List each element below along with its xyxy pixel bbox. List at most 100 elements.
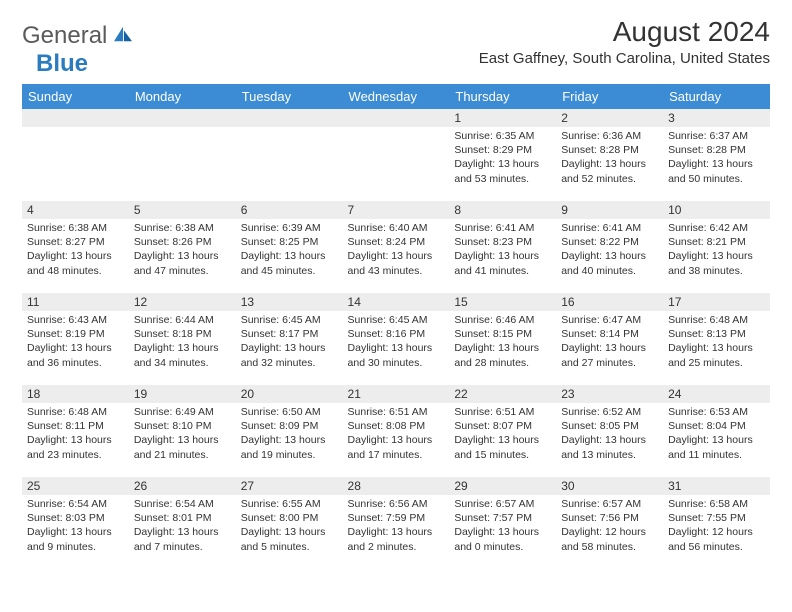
sunset-text: Sunset: 8:29 PM xyxy=(454,143,551,157)
table-row: 4Sunrise: 6:38 AMSunset: 8:27 PMDaylight… xyxy=(22,201,770,293)
sunset-text: Sunset: 8:18 PM xyxy=(134,327,231,341)
calendar-cell: 2Sunrise: 6:36 AMSunset: 8:28 PMDaylight… xyxy=(556,109,663,201)
sunset-text: Sunset: 8:05 PM xyxy=(561,419,658,433)
daylight-text: Daylight: 13 hours and 2 minutes. xyxy=(348,525,445,553)
daynum: 15 xyxy=(449,293,556,311)
calendar-cell: 6Sunrise: 6:39 AMSunset: 8:25 PMDaylight… xyxy=(236,201,343,293)
daynum: 29 xyxy=(449,477,556,495)
day-info: Sunrise: 6:48 AMSunset: 8:13 PMDaylight:… xyxy=(663,311,770,372)
daylight-text: Daylight: 13 hours and 25 minutes. xyxy=(668,341,765,369)
daynum-empty xyxy=(129,109,236,127)
daynum: 12 xyxy=(129,293,236,311)
daylight-text: Daylight: 12 hours and 58 minutes. xyxy=(561,525,658,553)
sunset-text: Sunset: 8:09 PM xyxy=(241,419,338,433)
day-header: Friday xyxy=(556,84,663,109)
day-info: Sunrise: 6:47 AMSunset: 8:14 PMDaylight:… xyxy=(556,311,663,372)
daylight-text: Daylight: 13 hours and 23 minutes. xyxy=(27,433,124,461)
sail-icon xyxy=(112,25,134,43)
sunrise-text: Sunrise: 6:57 AM xyxy=(454,497,551,511)
sunset-text: Sunset: 8:23 PM xyxy=(454,235,551,249)
daynum: 27 xyxy=(236,477,343,495)
daynum-empty xyxy=(236,109,343,127)
daylight-text: Daylight: 13 hours and 36 minutes. xyxy=(27,341,124,369)
table-row: 18Sunrise: 6:48 AMSunset: 8:11 PMDayligh… xyxy=(22,385,770,477)
day-header: Thursday xyxy=(449,84,556,109)
header: General Blue August 2024 East Gaffney, S… xyxy=(22,16,770,78)
sunset-text: Sunset: 7:59 PM xyxy=(348,511,445,525)
day-info: Sunrise: 6:54 AMSunset: 8:03 PMDaylight:… xyxy=(22,495,129,556)
sunrise-text: Sunrise: 6:52 AM xyxy=(561,405,658,419)
calendar-cell: 1Sunrise: 6:35 AMSunset: 8:29 PMDaylight… xyxy=(449,109,556,201)
daylight-text: Daylight: 13 hours and 15 minutes. xyxy=(454,433,551,461)
sunset-text: Sunset: 8:04 PM xyxy=(668,419,765,433)
day-info: Sunrise: 6:45 AMSunset: 8:16 PMDaylight:… xyxy=(343,311,450,372)
day-info: Sunrise: 6:51 AMSunset: 8:08 PMDaylight:… xyxy=(343,403,450,464)
day-info: Sunrise: 6:52 AMSunset: 8:05 PMDaylight:… xyxy=(556,403,663,464)
sunset-text: Sunset: 8:01 PM xyxy=(134,511,231,525)
day-info: Sunrise: 6:38 AMSunset: 8:27 PMDaylight:… xyxy=(22,219,129,280)
calendar-cell: 10Sunrise: 6:42 AMSunset: 8:21 PMDayligh… xyxy=(663,201,770,293)
sunrise-text: Sunrise: 6:45 AM xyxy=(348,313,445,327)
calendar-cell: 7Sunrise: 6:40 AMSunset: 8:24 PMDaylight… xyxy=(343,201,450,293)
calendar-cell: 31Sunrise: 6:58 AMSunset: 7:55 PMDayligh… xyxy=(663,477,770,569)
sunrise-text: Sunrise: 6:38 AM xyxy=(27,221,124,235)
day-info: Sunrise: 6:43 AMSunset: 8:19 PMDaylight:… xyxy=(22,311,129,372)
daylight-text: Daylight: 13 hours and 9 minutes. xyxy=(27,525,124,553)
daylight-text: Daylight: 13 hours and 30 minutes. xyxy=(348,341,445,369)
daylight-text: Daylight: 13 hours and 53 minutes. xyxy=(454,157,551,185)
calendar-cell: 14Sunrise: 6:45 AMSunset: 8:16 PMDayligh… xyxy=(343,293,450,385)
sunset-text: Sunset: 7:56 PM xyxy=(561,511,658,525)
daylight-text: Daylight: 13 hours and 21 minutes. xyxy=(134,433,231,461)
calendar-cell: 12Sunrise: 6:44 AMSunset: 8:18 PMDayligh… xyxy=(129,293,236,385)
calendar-cell: 3Sunrise: 6:37 AMSunset: 8:28 PMDaylight… xyxy=(663,109,770,201)
day-info: Sunrise: 6:46 AMSunset: 8:15 PMDaylight:… xyxy=(449,311,556,372)
calendar-table: SundayMondayTuesdayWednesdayThursdayFrid… xyxy=(22,84,770,569)
calendar-cell: 30Sunrise: 6:57 AMSunset: 7:56 PMDayligh… xyxy=(556,477,663,569)
sunset-text: Sunset: 8:28 PM xyxy=(561,143,658,157)
daylight-text: Daylight: 13 hours and 0 minutes. xyxy=(454,525,551,553)
sunrise-text: Sunrise: 6:51 AM xyxy=(348,405,445,419)
calendar-cell: 29Sunrise: 6:57 AMSunset: 7:57 PMDayligh… xyxy=(449,477,556,569)
day-info: Sunrise: 6:58 AMSunset: 7:55 PMDaylight:… xyxy=(663,495,770,556)
calendar-cell: 23Sunrise: 6:52 AMSunset: 8:05 PMDayligh… xyxy=(556,385,663,477)
sunset-text: Sunset: 8:03 PM xyxy=(27,511,124,525)
daynum: 13 xyxy=(236,293,343,311)
sunset-text: Sunset: 8:15 PM xyxy=(454,327,551,341)
sunrise-text: Sunrise: 6:48 AM xyxy=(668,313,765,327)
daynum: 6 xyxy=(236,201,343,219)
daylight-text: Daylight: 13 hours and 41 minutes. xyxy=(454,249,551,277)
daylight-text: Daylight: 13 hours and 52 minutes. xyxy=(561,157,658,185)
daylight-text: Daylight: 13 hours and 28 minutes. xyxy=(454,341,551,369)
sunrise-text: Sunrise: 6:58 AM xyxy=(668,497,765,511)
day-info: Sunrise: 6:53 AMSunset: 8:04 PMDaylight:… xyxy=(663,403,770,464)
daylight-text: Daylight: 13 hours and 17 minutes. xyxy=(348,433,445,461)
day-info: Sunrise: 6:41 AMSunset: 8:22 PMDaylight:… xyxy=(556,219,663,280)
daylight-text: Daylight: 12 hours and 56 minutes. xyxy=(668,525,765,553)
day-header: Wednesday xyxy=(343,84,450,109)
day-info: Sunrise: 6:49 AMSunset: 8:10 PMDaylight:… xyxy=(129,403,236,464)
calendar-cell: 13Sunrise: 6:45 AMSunset: 8:17 PMDayligh… xyxy=(236,293,343,385)
daynum: 10 xyxy=(663,201,770,219)
sunrise-text: Sunrise: 6:57 AM xyxy=(561,497,658,511)
daynum: 24 xyxy=(663,385,770,403)
calendar-cell xyxy=(236,109,343,201)
daynum: 22 xyxy=(449,385,556,403)
sunset-text: Sunset: 8:16 PM xyxy=(348,327,445,341)
daylight-text: Daylight: 13 hours and 48 minutes. xyxy=(27,249,124,277)
day-info: Sunrise: 6:48 AMSunset: 8:11 PMDaylight:… xyxy=(22,403,129,464)
daynum-empty xyxy=(343,109,450,127)
sunset-text: Sunset: 8:17 PM xyxy=(241,327,338,341)
sunset-text: Sunset: 8:25 PM xyxy=(241,235,338,249)
calendar-cell: 16Sunrise: 6:47 AMSunset: 8:14 PMDayligh… xyxy=(556,293,663,385)
daynum: 7 xyxy=(343,201,450,219)
sunset-text: Sunset: 8:11 PM xyxy=(27,419,124,433)
daynum: 4 xyxy=(22,201,129,219)
sunrise-text: Sunrise: 6:48 AM xyxy=(27,405,124,419)
day-header: Tuesday xyxy=(236,84,343,109)
day-info: Sunrise: 6:37 AMSunset: 8:28 PMDaylight:… xyxy=(663,127,770,188)
sunrise-text: Sunrise: 6:54 AM xyxy=(134,497,231,511)
day-info: Sunrise: 6:57 AMSunset: 7:56 PMDaylight:… xyxy=(556,495,663,556)
day-header: Sunday xyxy=(22,84,129,109)
day-info: Sunrise: 6:38 AMSunset: 8:26 PMDaylight:… xyxy=(129,219,236,280)
day-header: Monday xyxy=(129,84,236,109)
